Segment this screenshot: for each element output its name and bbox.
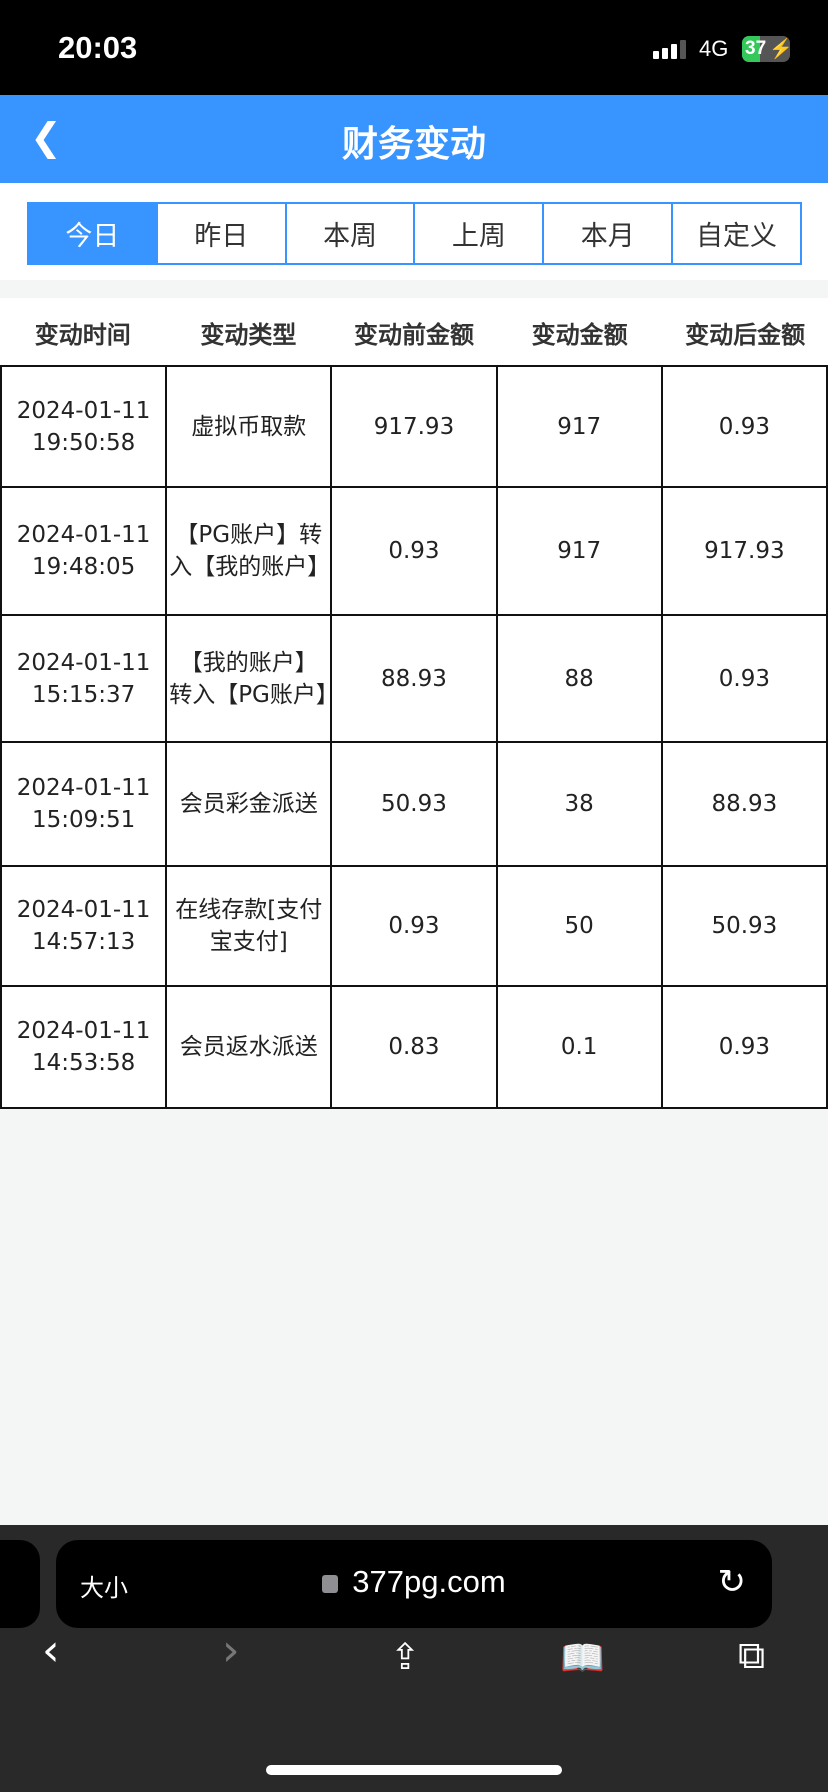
text-size-button[interactable]: 大小 [80,1574,128,1602]
time: 14:53:58 [31,1050,136,1076]
table-row: 2024-01-11 14:57:13 在线存款[支付宝支付] 0.93 50 50.93 [0,865,828,987]
battery-icon: 37 ⚡ [742,36,790,62]
lock-icon [322,1575,339,1593]
date: 2024-01-11 [16,897,151,923]
column-header: 变动金额 [531,320,628,349]
time: 15:15:37 [31,681,136,708]
signal-icon [653,40,686,59]
home-indicator [266,1765,562,1775]
table-row: 2024-01-11 19:48:05 【PG账户】转入【我的账户】 0.93 917 9… [0,486,828,616]
amount-cell: 88 [495,614,663,743]
before-cell: 0.93 [330,486,498,616]
time: 19:50:58 [31,429,136,456]
table-row: 2024-01-11 19:50:58 虚拟币取款 917.93 917 0.93 [0,365,828,488]
type-cell: 虚拟币取款 [165,365,333,488]
type-cell: 在线存款[支付宝支付] [165,865,333,987]
time: 15:09:51 [31,807,136,833]
date: 2024-01-11 [16,397,151,424]
before-cell: 88.93 [330,614,498,743]
before-cell: 917.93 [330,365,498,488]
type-cell: 会员彩金派送 [165,741,333,867]
date: 2024-01-11 [16,649,151,676]
column-header: 变动时间 [34,320,131,349]
forward-icon[interactable]: › [222,1625,240,1676]
before-cell: 0.93 [330,865,498,987]
date-filter: 今日 昨日 本周 上周 本月 自定义 [0,183,828,280]
time-cell: 2024-01-11 14:53:58 [0,985,168,1109]
tab-1[interactable]: 昨日 [155,204,285,263]
type-cell: 【我的账户】转入【PG账户】 [165,614,339,743]
date: 2024-01-11 [16,522,151,548]
address-bar[interactable]: 大小 377pg.com ↻ [56,1540,772,1628]
network-type: 4G [699,36,729,61]
table-row: 2024-01-11 14:53:58 会员返水派送 0.83 0.1 0.93 [0,985,828,1109]
table-header: 变动时间 变动类型 变动前金额 变动金额 变动后金额 [0,298,828,366]
table-row: 2024-01-11 15:15:37 【我的账户】转入【PG账户】 88.93 88 0… [0,614,828,743]
tab-2[interactable]: 本周 [284,204,414,263]
time: 19:48:05 [31,554,136,580]
time: 14:57:13 [31,929,136,955]
previous-tab[interactable] [0,1540,40,1628]
after-cell: 88.93 [660,741,828,867]
tabs-icon[interactable]: ⧉ [738,1633,766,1677]
after-cell: 0.93 [660,365,828,488]
time-cell: 2024-01-11 15:15:37 [0,614,168,743]
chevron-left-icon[interactable]: ❮ [30,115,62,159]
amount-cell: 0.1 [495,985,663,1109]
bookmarks-icon[interactable]: 📖 [560,1638,605,1679]
amount-cell: 917 [495,365,663,488]
column-header: 变动后金额 [685,320,806,349]
after-cell: 917.93 [660,486,828,616]
tab-0[interactable]: 今日 [29,204,156,263]
url-text: 377pg.com [352,1564,506,1599]
after-cell: 0.93 [660,614,828,743]
back-icon[interactable]: ‹ [42,1625,60,1676]
after-cell: 50.93 [660,865,828,987]
after-cell: 0.93 [660,985,828,1109]
amount-cell: 38 [495,741,663,867]
tab-4[interactable]: 本月 [542,204,672,263]
time-cell: 2024-01-11 15:09:51 [0,741,168,867]
type-cell: 会员返水派送 [165,985,333,1109]
share-icon[interactable]: ⇪ [390,1637,421,1678]
tab-3[interactable]: 上周 [413,204,543,263]
top-nav-bar: ❮ 财务变动 [0,95,828,183]
page-title: 财务变动 [341,124,486,165]
before-cell: 0.83 [330,985,498,1109]
browser-toolbar: 大小 377pg.com ↻ ‹ › ⇪ 📖 ⧉ [0,1525,828,1792]
date: 2024-01-11 [16,775,151,801]
status-bar: 20:03 4G 37 ⚡ [0,0,828,95]
column-header: 变动类型 [200,320,297,349]
time-cell: 2024-01-11 14:57:13 [0,865,168,987]
time-cell: 2024-01-11 19:50:58 [0,365,168,488]
battery-level: 37 [745,38,767,59]
reload-icon[interactable]: ↻ [717,1562,747,1602]
amount-cell: 917 [495,486,663,616]
time-cell: 2024-01-11 19:48:05 [0,486,168,616]
tab-5[interactable]: 自定义 [671,204,800,263]
column-header: 变动前金额 [353,320,474,349]
clock: 20:03 [58,30,138,65]
date: 2024-01-11 [16,1018,151,1044]
amount-cell: 50 [495,865,663,987]
before-cell: 50.93 [330,741,498,867]
transactions-table: 2024-01-11 19:50:58 虚拟币取款 917.93 917 0.93 2024… [0,365,828,1109]
table-row: 2024-01-11 15:09:51 会员彩金派送 50.93 38 88.93 [0,741,828,867]
type-cell: 【PG账户】转入【我的账户】 [165,486,333,616]
